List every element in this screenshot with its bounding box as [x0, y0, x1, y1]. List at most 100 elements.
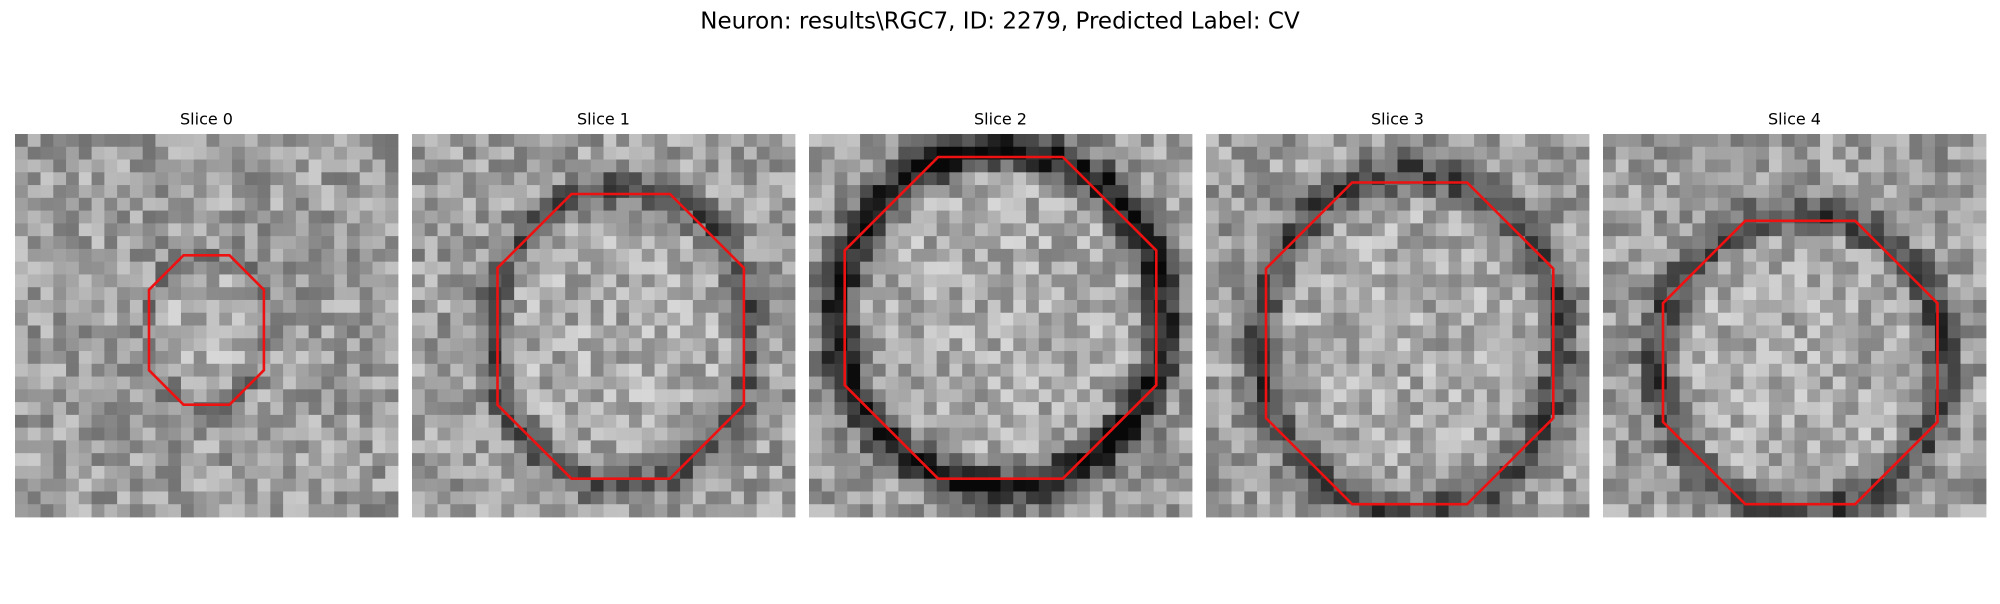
pixel: [885, 402, 899, 416]
pixel: [385, 376, 399, 390]
pixel: [270, 236, 284, 250]
pixel: [1102, 427, 1116, 441]
pixel: [1576, 376, 1590, 390]
pixel: [1525, 299, 1539, 314]
pixel: [1102, 504, 1116, 518]
pixel: [1064, 351, 1078, 365]
pixel: [270, 453, 284, 467]
pixel: [78, 299, 92, 314]
pixel: [1973, 146, 1987, 160]
pixel: [412, 248, 426, 263]
pixel: [847, 134, 861, 148]
pixel: [911, 159, 925, 173]
pixel: [385, 274, 399, 288]
pixel: [1845, 197, 1859, 211]
pixel: [1756, 197, 1770, 211]
pixel: [372, 427, 386, 441]
pixel: [1947, 261, 1961, 275]
pixel: [1308, 287, 1322, 301]
pixel: [1743, 159, 1757, 173]
pixel: [1461, 287, 1475, 301]
pixel: [1512, 504, 1526, 518]
pixel: [1474, 402, 1488, 416]
pixel: [91, 287, 105, 301]
pixel: [1666, 223, 1680, 237]
pixel: [346, 248, 361, 263]
pixel: [1550, 134, 1564, 148]
pixel: [501, 402, 515, 416]
pixel: [1179, 338, 1193, 352]
pixel: [346, 325, 361, 339]
pixel: [1934, 146, 1949, 160]
pixel: [743, 146, 758, 160]
pixel: [91, 223, 105, 237]
pixel: [1486, 427, 1501, 441]
pixel: [1679, 223, 1693, 237]
pixel: [308, 351, 322, 365]
pixel: [1000, 325, 1014, 339]
pixel: [1537, 146, 1552, 160]
pixel: [1909, 465, 1923, 480]
pixel: [1832, 185, 1846, 199]
pixel: [1295, 504, 1309, 518]
pixel: [1257, 223, 1271, 237]
pixel: [718, 223, 732, 237]
pixel: [552, 236, 566, 250]
pixel: [1909, 312, 1923, 326]
pixel: [1346, 427, 1360, 441]
pixel: [129, 172, 144, 186]
pixel: [1934, 478, 1949, 492]
pixel: [308, 261, 322, 275]
pixel: [1666, 134, 1680, 148]
pixel: [1269, 312, 1283, 326]
pixel: [1909, 504, 1923, 518]
pixel: [1128, 299, 1142, 314]
pixel: [1756, 236, 1770, 250]
pixel: [834, 402, 848, 416]
pixel: [244, 491, 258, 505]
pixel: [1051, 287, 1065, 301]
pixel: [1064, 376, 1078, 390]
pixel: [475, 146, 489, 160]
pixel: [1845, 465, 1859, 480]
pixel: [860, 248, 874, 263]
pixel: [1384, 185, 1398, 199]
pixel: [1641, 478, 1655, 492]
pixel: [1013, 312, 1027, 326]
pixel: [1922, 440, 1936, 454]
pixel: [1231, 159, 1245, 173]
pixel: [1628, 261, 1642, 275]
pixel: [1026, 453, 1040, 467]
pixel: [232, 440, 246, 454]
pixel: [1333, 287, 1347, 301]
pixel: [1973, 134, 1987, 148]
pixel: [565, 440, 579, 454]
pixel: [809, 287, 823, 301]
pixel: [475, 248, 489, 263]
pixel: [1730, 134, 1744, 148]
pixel: [475, 363, 489, 377]
pixel: [718, 453, 732, 467]
pixel: [1730, 159, 1744, 173]
pixel: [463, 453, 477, 467]
pixel: [1051, 504, 1065, 518]
pixel: [257, 274, 271, 288]
pixel: [987, 134, 1001, 148]
pixel: [654, 159, 668, 173]
pixel: [40, 465, 54, 480]
pixel: [987, 274, 1001, 288]
pixel: [1448, 338, 1462, 352]
pixel: [1909, 146, 1923, 160]
pixel: [1525, 338, 1539, 352]
pixel: [1692, 134, 1706, 148]
pixel: [1499, 402, 1513, 416]
pixel: [1077, 223, 1091, 237]
pixel: [1166, 223, 1180, 237]
pixel: [1576, 159, 1590, 173]
pixel: [1641, 299, 1655, 314]
pixel: [1244, 478, 1258, 492]
pixel: [1858, 134, 1872, 148]
pixel: [193, 453, 207, 467]
pixel: [782, 338, 796, 352]
pixel: [1858, 453, 1872, 467]
